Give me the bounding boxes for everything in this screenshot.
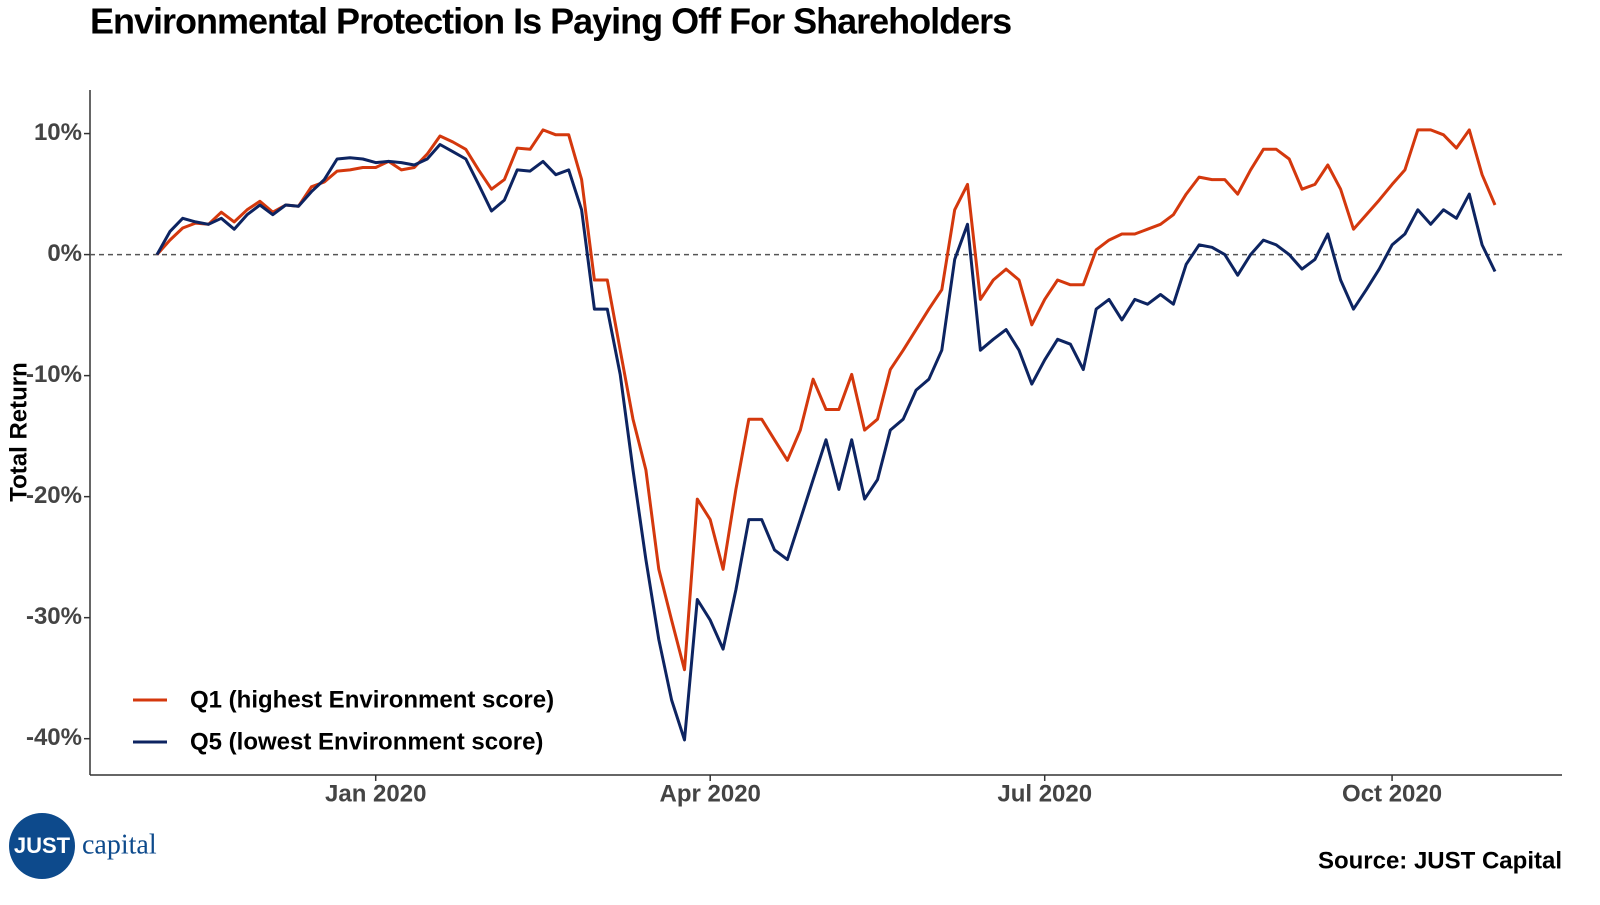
legend-label: Q1 (highest Environment score): [190, 686, 554, 713]
logo-text: capital: [82, 829, 157, 860]
x-tick-label: Apr 2020: [660, 780, 761, 807]
x-tick-label: Jan 2020: [325, 780, 426, 807]
y-tick-label: -40%: [26, 724, 82, 751]
series-line: [155, 128, 1497, 672]
series-line: [155, 143, 1497, 742]
y-tick-label: 0%: [47, 240, 82, 267]
y-tick-label: -30%: [26, 603, 82, 630]
x-tick-label: Jul 2020: [997, 780, 1092, 807]
y-tick-label: -20%: [26, 482, 82, 509]
y-tick-label: 10%: [34, 119, 82, 146]
source: Source: JUST Capital: [1318, 847, 1562, 874]
legend-label: Q5 (lowest Environment score): [190, 728, 543, 755]
logo-mark: JUST: [14, 833, 71, 858]
chart-title: Environmental Protection Is Paying Off F…: [90, 1, 1011, 42]
x-tick-label: Oct 2020: [1342, 780, 1442, 807]
y-axis-label: Total Return: [5, 362, 32, 502]
y-tick-label: -10%: [26, 361, 82, 388]
logo-badge: [9, 813, 75, 879]
